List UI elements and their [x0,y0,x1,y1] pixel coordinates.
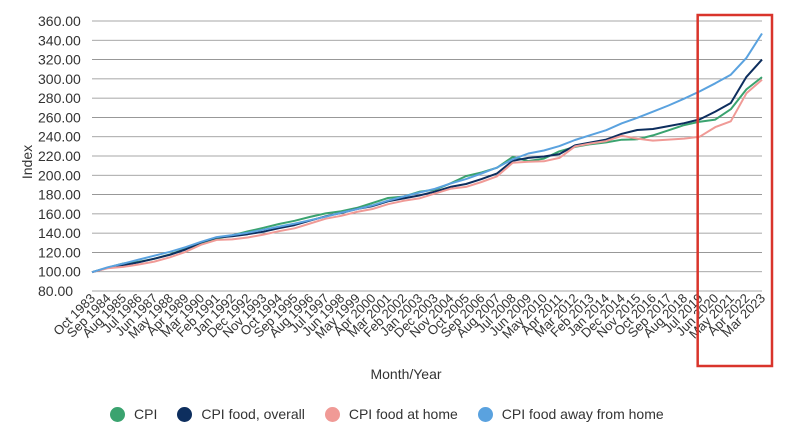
legend-swatch [477,406,493,422]
grid [92,20,762,292]
series-line-cpi-food-at-home [91,79,763,274]
y-tick-label: 220.00 [38,148,81,164]
y-tick-label: 360.00 [38,13,81,29]
y-axis-title: Index [19,145,35,179]
y-tick-label: 280.00 [38,90,81,106]
series-line-cpi-food-overall [91,58,763,274]
legend-swatch [110,406,125,422]
y-tick-label: 260.00 [38,109,81,125]
y-tick-label: 200.00 [38,167,81,183]
y-tick-label: 180.00 [38,187,81,203]
legend-label: CPI food at home [348,406,458,422]
y-tick-label: 100.00 [38,264,81,280]
series-line-cpi-food-away-from-home [91,32,763,274]
y-tick-label: 140.00 [38,225,81,241]
series-lines [91,32,763,274]
legend-item-cpi-food-at-home: CPI food at home [324,406,458,422]
legend-label: CPI [134,406,158,422]
y-tick-label: 240.00 [38,129,81,145]
legend-label: CPI food, overall [201,406,305,422]
legend-item-cpi-food-overall: CPI food, overall [177,406,305,422]
legend-item-cpi: CPI [110,406,157,422]
y-tick-label: 80.00 [38,283,73,299]
x-axis-title: Month/Year [370,366,441,382]
y-axis-ticks: 360.00 340.00 320.00 300.00 280.00 260.00 240.… [38,13,81,299]
series-line-cpi [91,76,763,274]
legend: CPI CPI food, overall CPI food at home C… [110,406,684,422]
y-tick-label: 160.00 [38,206,81,222]
highlight-box [696,13,774,368]
y-tick-label: 120.00 [38,244,81,260]
y-tick-label: 340.00 [38,32,81,48]
y-tick-label: 300.00 [38,71,81,87]
y-tick-label: 320.00 [38,52,81,68]
legend-swatch [324,406,340,422]
legend-item-cpi-food-away-from-home: CPI food away from home [477,406,664,422]
legend-label: CPI food away from home [501,406,664,422]
legend-swatch [177,406,193,422]
